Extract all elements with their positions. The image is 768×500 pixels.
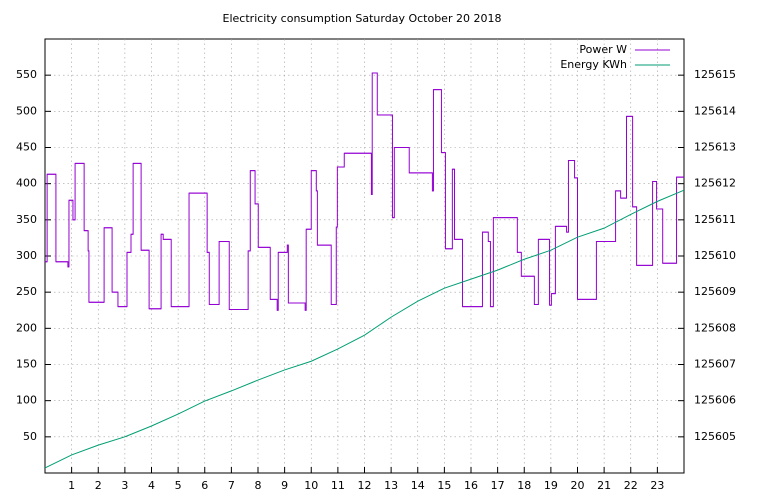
x-tick-label: 7 <box>228 479 235 492</box>
x-tick-label: 13 <box>384 479 398 492</box>
chart-title: Electricity consumption Saturday October… <box>223 12 502 25</box>
x-tick-label: 4 <box>148 479 155 492</box>
x-tick-label: 2 <box>95 479 102 492</box>
x-tick-label: 8 <box>255 479 262 492</box>
legend-label: Power W <box>579 43 627 56</box>
y2-tick-label: 125614 <box>694 104 736 117</box>
y2-tick-label: 125615 <box>694 68 736 81</box>
y2-tick-label: 125612 <box>694 177 736 190</box>
x-tick-label: 3 <box>121 479 128 492</box>
x-tick-label: 12 <box>358 479 372 492</box>
step-connector <box>45 72 684 311</box>
x-tick-label: 9 <box>281 479 288 492</box>
y2-tick-label: 125611 <box>694 213 736 226</box>
y-tick-label: 500 <box>16 104 37 117</box>
y2-tick-label: 125609 <box>694 285 736 298</box>
x-tick-label: 22 <box>624 479 638 492</box>
y-tick-label: 150 <box>16 358 37 371</box>
energy-line <box>44 189 685 469</box>
x-tick-label: 10 <box>304 479 318 492</box>
y-tick-label: 300 <box>16 249 37 262</box>
y-tick-label: 250 <box>16 285 37 298</box>
x-tick-label: 23 <box>650 479 664 492</box>
y2-tick-label: 125610 <box>694 249 736 262</box>
x-tick-label: 11 <box>331 479 345 492</box>
y2-tick-label: 125606 <box>694 394 736 407</box>
x-tick-label: 15 <box>437 479 451 492</box>
y2-tick-label: 125605 <box>694 430 736 443</box>
x-tick-label: 5 <box>175 479 182 492</box>
y-tick-label: 50 <box>23 430 37 443</box>
x-tick-label: 20 <box>571 479 585 492</box>
x-tick-label: 19 <box>544 479 558 492</box>
y-tick-label: 200 <box>16 321 37 334</box>
y-tick-label: 550 <box>16 68 37 81</box>
y2-tick-label: 125608 <box>694 321 736 334</box>
y2-tick-label: 125607 <box>694 358 736 371</box>
legend-label: Energy KWh <box>560 58 627 71</box>
x-tick-label: 16 <box>464 479 478 492</box>
x-tick-label: 6 <box>201 479 208 492</box>
x-tick-label: 1 <box>68 479 75 492</box>
y-tick-label: 450 <box>16 141 37 154</box>
x-tick-label: 17 <box>491 479 505 492</box>
y2-tick-label: 125613 <box>694 141 736 154</box>
y-tick-label: 350 <box>16 213 37 226</box>
y-tick-label: 400 <box>16 177 37 190</box>
x-tick-label: 18 <box>517 479 531 492</box>
x-tick-label: 14 <box>411 479 425 492</box>
y-tick-label: 100 <box>16 394 37 407</box>
x-tick-label: 21 <box>597 479 611 492</box>
